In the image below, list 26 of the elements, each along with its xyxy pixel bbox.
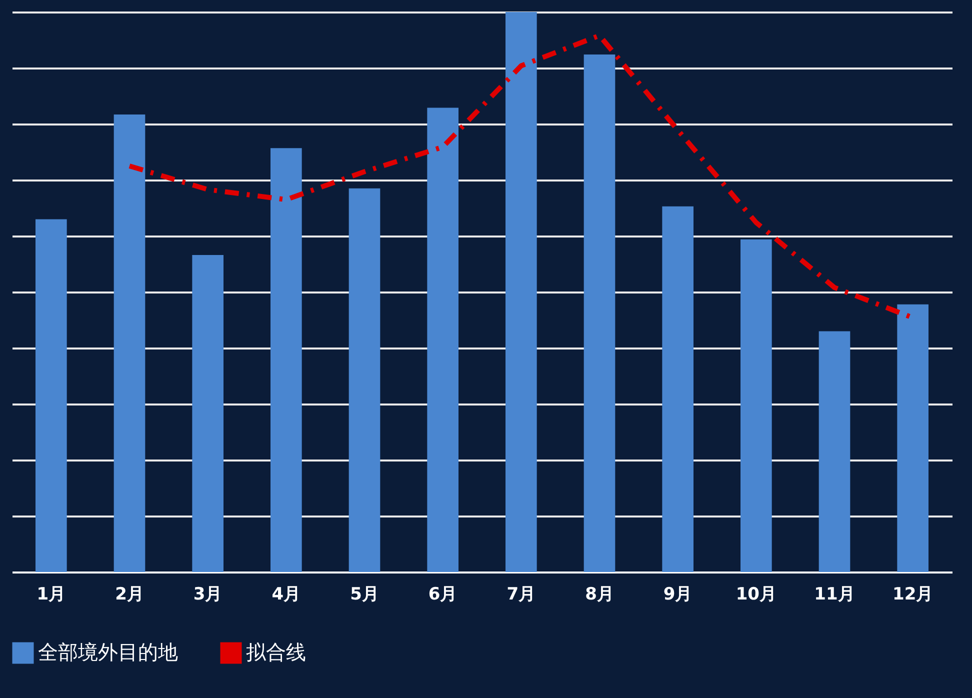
bar: [192, 255, 224, 572]
bar: [348, 188, 380, 572]
bar: [114, 114, 146, 572]
bar: [818, 331, 850, 572]
bar: [584, 54, 616, 572]
bar: [897, 304, 928, 572]
bar: [270, 148, 302, 572]
x-tick-label: 9月: [663, 584, 692, 604]
x-tick-label: 7月: [506, 584, 536, 604]
x-tick-label: 2月: [115, 584, 144, 604]
x-tick-label: 1月: [36, 584, 66, 604]
bar: [740, 239, 772, 572]
legend-label: 全部境外目的地: [38, 640, 178, 664]
legend-label: 拟合线: [246, 640, 306, 664]
bar: [427, 108, 458, 572]
bar: [662, 206, 694, 572]
x-tick-label: 6月: [428, 584, 458, 604]
x-tick-label: 4月: [272, 584, 301, 604]
x-tick-label: 11月: [814, 584, 855, 604]
x-tick-label: 5月: [350, 584, 379, 604]
x-tick-label: 3月: [193, 584, 222, 604]
x-tick-label: 8月: [585, 584, 614, 604]
bar: [506, 12, 537, 572]
bar: [36, 219, 67, 572]
x-tick-label: 12月: [892, 584, 934, 604]
x-tick-label: 10月: [736, 584, 777, 604]
